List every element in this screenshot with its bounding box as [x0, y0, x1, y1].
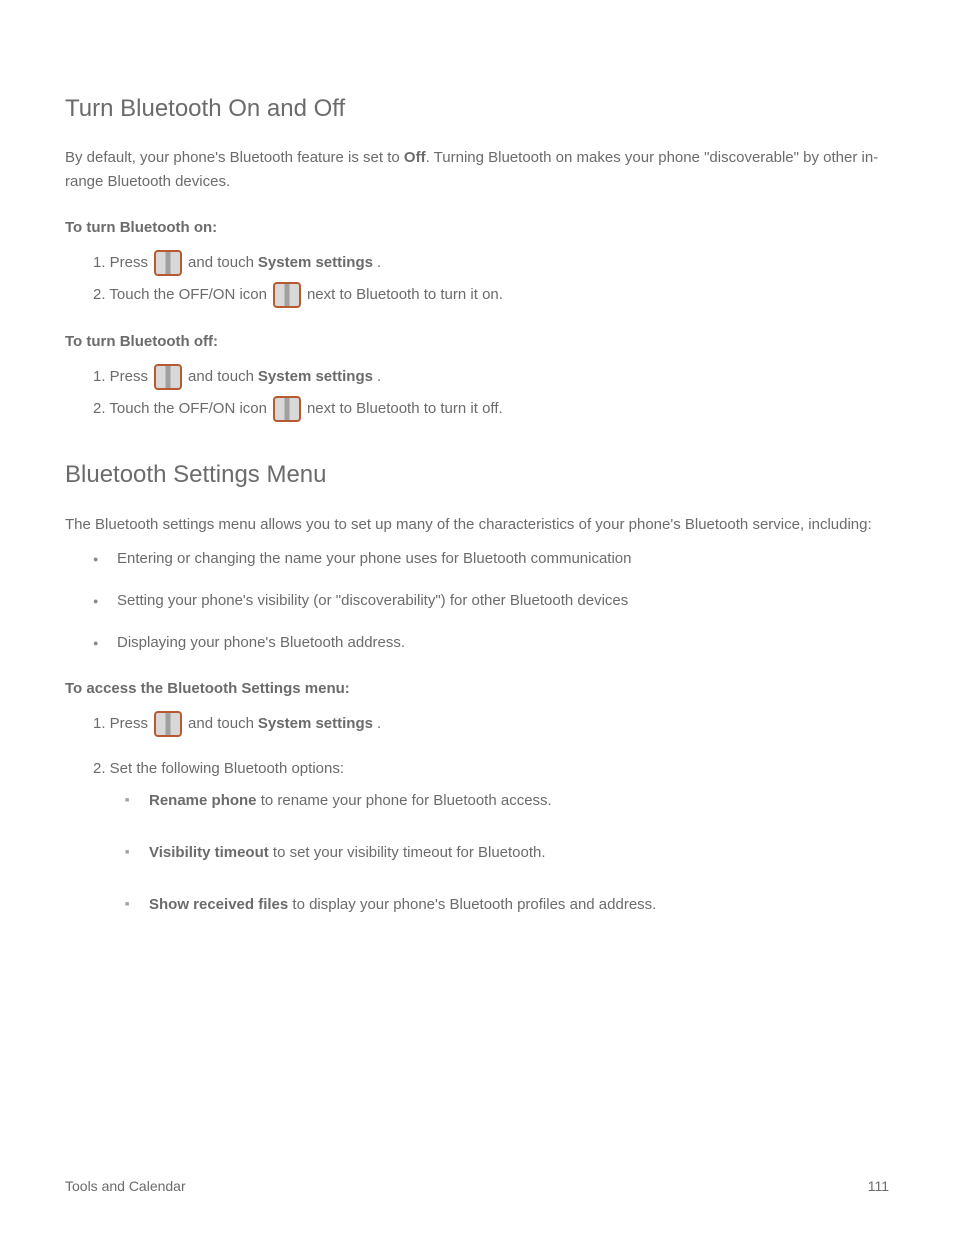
on-2b: next to Bluetooth to turn it on.: [307, 283, 503, 307]
off-1a: 1. Press: [93, 365, 148, 389]
section-bluetooth-menu: Bluetooth Settings Menu The Bluetooth se…: [65, 456, 889, 916]
on-step-2: 2. Touch the OFF/ON icon next to Bluetoo…: [93, 282, 889, 308]
li1: Entering or changing the name your phone…: [117, 550, 631, 567]
section-turn-bluetooth: Turn Bluetooth On and Off By default, yo…: [65, 90, 889, 422]
off-2b: next to Bluetooth to turn it off.: [307, 397, 503, 421]
home-icon: [154, 250, 182, 276]
list-item: Setting your phone's visibility (or "dis…: [93, 589, 889, 613]
list-item: Show received files to display your phon…: [125, 893, 889, 917]
p2a: The Bluetooth settings menu allows you t…: [65, 516, 595, 533]
characteristics-list: Entering or changing the name your phone…: [93, 547, 889, 655]
li2: Setting your phone's visibility (or "dis…: [117, 592, 573, 609]
toggle-icon: [273, 396, 301, 422]
on-2a: 2. Touch the OFF/ON icon: [93, 283, 267, 307]
m1b: and touch: [188, 712, 254, 736]
on-1d: .: [377, 251, 381, 275]
m1c: System settings: [258, 712, 373, 736]
list-item: Entering or changing the name your phone…: [93, 547, 889, 571]
li3: Displaying your phone's Bluetooth addres…: [117, 634, 405, 651]
menu-step-1: 1. Press and touch System settings.: [93, 711, 889, 737]
sq2b: to set your visibility timeout for Bluet…: [269, 844, 546, 861]
p2b: your phone's Bluetooth: [595, 516, 752, 533]
menu-step-2: 2. Set the following Bluetooth options:: [93, 757, 889, 781]
subheading-access-menu: To access the Bluetooth Settings menu:: [65, 677, 889, 701]
sq1a: Rename phone: [149, 792, 257, 809]
list-item: Displaying your phone's Bluetooth addres…: [93, 631, 889, 655]
intro-d: . Turning Bluetooth on makes your phone …: [426, 149, 874, 166]
page-footer: Tools and Calendar 111: [65, 1175, 889, 1197]
list-item: Visibility timeout to set your visibilit…: [125, 841, 889, 865]
on-step-1: 1. Press and touch System settings.: [93, 250, 889, 276]
off-1b: and touch: [188, 365, 254, 389]
intro-a: By default: [65, 149, 132, 166]
heading-turn-bluetooth: Turn Bluetooth On and Off: [65, 90, 889, 128]
intro-paragraph: By default, your phone's Bluetooth featu…: [65, 146, 889, 194]
home-icon: [154, 364, 182, 390]
options-list: Rename phone to rename your phone for Bl…: [125, 789, 889, 917]
intro-off: Off: [404, 149, 426, 166]
off-1d: .: [377, 365, 381, 389]
list-item: Rename phone to rename your phone for Bl…: [125, 789, 889, 813]
on-1c: System settings: [258, 251, 373, 275]
m1d: .: [377, 712, 381, 736]
on-1a: 1. Press: [93, 251, 148, 275]
off-step-1: 1. Press and touch System settings.: [93, 364, 889, 390]
off-2a: 2. Touch the OFF/ON icon: [93, 397, 267, 421]
heading-bluetooth-menu: Bluetooth Settings Menu: [65, 456, 889, 494]
footer-page-number: 111: [868, 1175, 889, 1197]
off-step-2: 2. Touch the OFF/ON icon next to Bluetoo…: [93, 396, 889, 422]
p2c: service, including:: [752, 516, 871, 533]
sq3a: Show received files: [149, 896, 288, 913]
home-icon: [154, 711, 182, 737]
off-1c: System settings: [258, 365, 373, 389]
m1a: 1. Press: [93, 712, 148, 736]
toggle-icon: [273, 282, 301, 308]
subheading-turn-on: To turn Bluetooth on:: [65, 216, 889, 240]
intro-b: , your phone's Bluetooth feature is set …: [132, 149, 404, 166]
subheading-turn-off: To turn Bluetooth off:: [65, 330, 889, 354]
on-1b: and touch: [188, 251, 254, 275]
footer-left: Tools and Calendar: [65, 1175, 186, 1197]
sq3b: to display your phone's Bluetooth profil…: [288, 896, 656, 913]
sq1b: to rename your phone for Bluetooth acces…: [257, 792, 552, 809]
li2b: devices: [573, 592, 628, 609]
sq2a: Visibility timeout: [149, 844, 269, 861]
menu-intro: The Bluetooth settings menu allows you t…: [65, 513, 889, 537]
